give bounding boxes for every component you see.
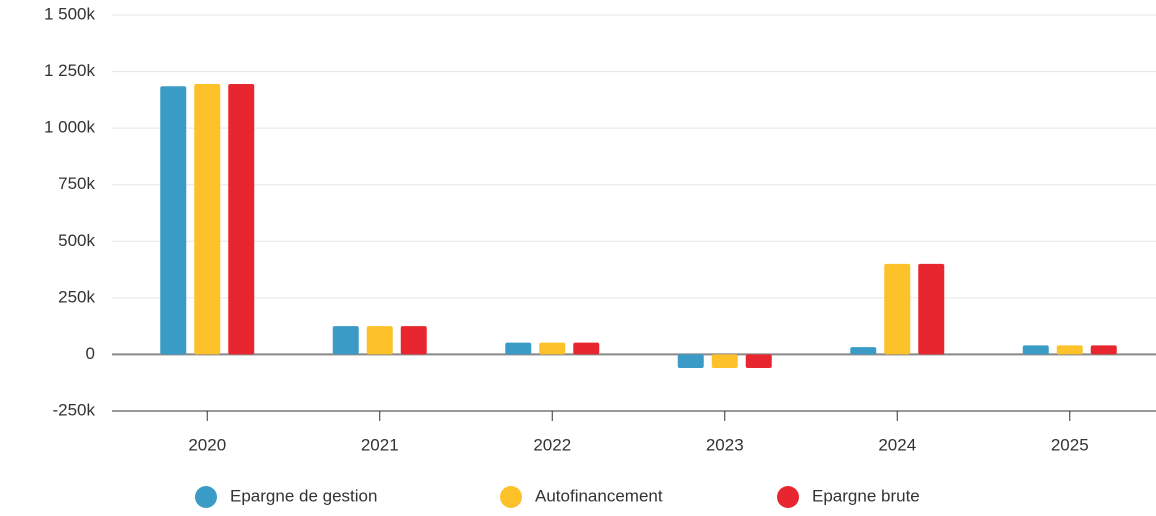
x-tick-label: 2022 bbox=[533, 435, 571, 454]
y-tick-label: 250k bbox=[58, 287, 95, 306]
bar bbox=[505, 342, 532, 355]
bar bbox=[194, 84, 221, 355]
x-tick-label: 2023 bbox=[706, 435, 744, 454]
bar bbox=[160, 86, 187, 355]
bar bbox=[539, 342, 566, 355]
legend-label: Autofinancement bbox=[535, 486, 663, 505]
y-tick-label: 0 bbox=[86, 344, 95, 363]
legend-marker bbox=[500, 486, 522, 508]
bar bbox=[711, 354, 738, 369]
bar bbox=[573, 342, 600, 355]
x-tick-label: 2020 bbox=[188, 435, 226, 454]
bar bbox=[884, 263, 911, 355]
bar bbox=[1090, 345, 1117, 355]
y-tick-label: 500k bbox=[58, 231, 95, 250]
y-tick-label: 1 500k bbox=[44, 4, 96, 23]
legend-marker bbox=[195, 486, 217, 508]
bar bbox=[1056, 345, 1083, 355]
y-tick-label: 750k bbox=[58, 174, 95, 193]
bar bbox=[745, 354, 772, 369]
bar bbox=[850, 347, 877, 355]
bar bbox=[366, 326, 393, 355]
bar bbox=[228, 84, 255, 355]
y-tick-label: 1 250k bbox=[44, 61, 96, 80]
legend-label: Epargne de gestion bbox=[230, 486, 377, 505]
bar bbox=[677, 354, 704, 369]
bar bbox=[918, 263, 945, 355]
legend-label: Epargne brute bbox=[812, 486, 920, 505]
legend-marker bbox=[777, 486, 799, 508]
bar bbox=[332, 326, 359, 355]
bar bbox=[1022, 345, 1049, 355]
x-tick-label: 2025 bbox=[1051, 435, 1089, 454]
bar bbox=[400, 326, 427, 355]
x-tick-label: 2024 bbox=[878, 435, 916, 454]
y-tick-label: 1 000k bbox=[44, 118, 96, 137]
y-tick-label: -250k bbox=[52, 400, 95, 419]
x-tick-label: 2021 bbox=[361, 435, 399, 454]
